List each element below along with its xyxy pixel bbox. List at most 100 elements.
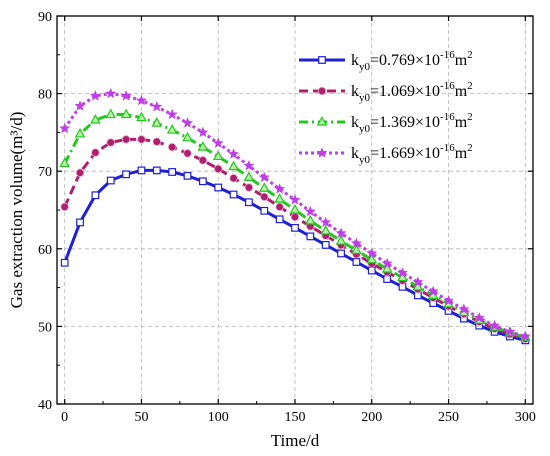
data-point [89,90,102,101]
data-point [306,232,315,241]
legend-label: ky0=1.069×10-16m2 [351,80,473,104]
data-point [212,137,224,149]
data-point [166,108,178,120]
data-point [121,135,131,144]
y-tick-label: 70 [38,165,52,180]
data-point [350,237,363,249]
data-point [320,224,332,235]
data-point [197,141,209,151]
data-point [214,164,223,174]
data-point [442,294,455,306]
x-tick-label: 150 [285,410,306,425]
data-point [166,124,178,134]
data-point [504,325,516,337]
data-point [243,159,255,171]
data-point [396,266,409,278]
data-point [427,285,439,297]
data-point [90,113,101,124]
y-tick-label: 80 [38,88,52,103]
data-point [244,183,254,192]
legend-marker [316,147,328,158]
data-point [275,202,284,212]
data-point [197,126,209,138]
data-point [229,190,238,199]
data-point [260,206,269,215]
data-point [519,330,531,342]
data-point [91,191,100,200]
data-point [304,205,316,217]
legend-entry: ky0=1.369×10-16m2 [299,111,473,135]
legend-marker [317,86,327,96]
data-point [106,176,115,185]
x-tick-label: 50 [134,410,148,425]
data-point [473,311,485,323]
data-point [76,218,84,227]
data-point [182,131,193,142]
data-point [167,142,177,152]
y-tick-label: 40 [38,398,52,413]
axis-ticks: 0 50 100 150 200 250 300 40 50 60 70 80 90 [38,10,536,425]
data-point [337,249,345,258]
data-point [59,122,71,134]
data-point [152,166,161,175]
data-point [351,244,362,254]
y-tick-label: 90 [38,10,52,25]
data-point [366,247,378,259]
x-tick-label: 300 [515,410,536,425]
data-point [367,266,376,275]
legend-label: ky0=0.769×10-16m2 [351,49,473,73]
data-point [105,87,117,99]
series-group [59,87,531,345]
data-point [228,160,239,171]
data-point [137,166,146,175]
legend-entry: ky0=1.669×10-16m2 [299,142,473,166]
legend: ky0=0.769×10-16m2 ky0=1.069×10-16m2 ky0=1.… [299,49,473,166]
data-point [168,168,177,176]
data-point [305,214,316,225]
legend-entry: ky0=0.769×10-16m2 [299,49,473,73]
data-point [120,108,132,119]
data-point [383,275,392,283]
data-point [91,148,100,157]
data-point [198,177,207,186]
data-point [275,215,284,224]
y-tick-label: 60 [38,243,52,258]
data-point [198,156,208,165]
data-point [366,253,378,264]
data-point [381,257,393,269]
x-axis-title: Time/d [271,431,320,450]
y-axis-title: Gas extraction volume(m³/d) [7,112,26,309]
data-point [258,182,270,192]
legend-entry: ky0=1.069×10-16m2 [299,80,473,104]
data-point [137,135,146,144]
data-point [335,234,347,245]
data-point [183,171,192,180]
x-tick-label: 100 [208,410,229,425]
data-point [458,303,470,315]
data-point [212,150,224,161]
data-point [243,171,255,182]
data-point [74,100,86,111]
data-point [106,138,115,147]
data-point [381,262,393,273]
data-point [227,148,240,159]
legend-label: ky0=1.669×10-16m2 [351,142,473,166]
data-point [321,241,330,249]
x-tick-label: 250 [438,410,459,425]
data-point [151,117,163,127]
data-point [245,198,253,207]
data-point [75,168,85,177]
data-point [274,183,286,194]
x-tick-label: 200 [361,410,382,425]
data-point [181,117,194,128]
data-point [352,258,361,266]
data-point [274,193,285,203]
data-point [60,202,69,212]
data-point [59,157,70,168]
data-point [291,223,299,232]
data-point [488,319,501,331]
series-4 [59,87,531,342]
data-point [152,137,162,146]
data-point [290,212,300,222]
